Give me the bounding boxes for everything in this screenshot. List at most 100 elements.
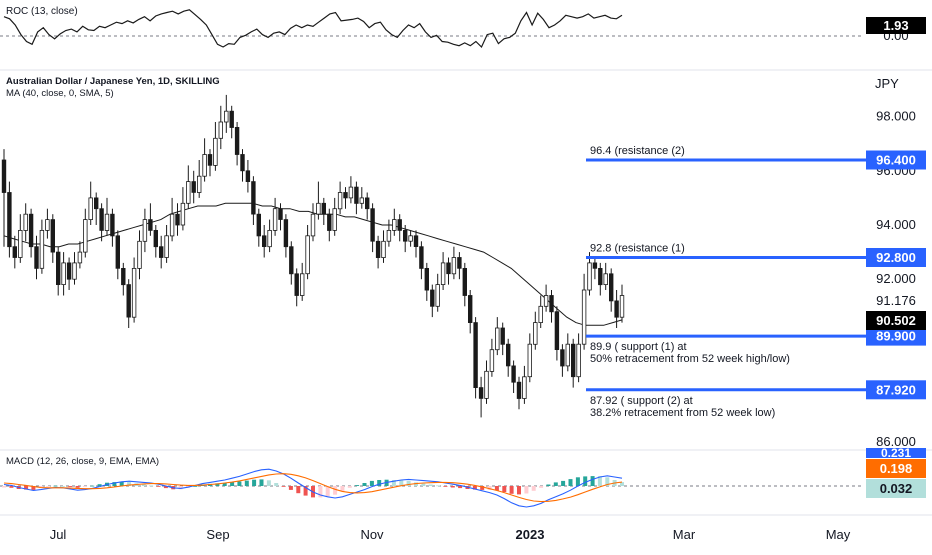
candle-body (224, 110, 229, 123)
candle (467, 290, 473, 334)
candle (619, 284, 625, 323)
candle (115, 230, 120, 280)
candle (256, 208, 261, 247)
candle-body (158, 246, 164, 258)
histogram-bar (414, 482, 418, 486)
candle (23, 203, 28, 242)
histogram-bar (178, 486, 183, 490)
x-tick-label: May (826, 527, 851, 542)
candle-body (495, 327, 500, 351)
candle-body (61, 262, 66, 285)
candle-body (554, 311, 560, 351)
candle-body (614, 300, 619, 318)
candle (207, 149, 213, 177)
macd-value-label: 0.231 (881, 446, 911, 460)
histogram-bar (458, 486, 463, 489)
histogram-bar (553, 482, 558, 486)
candle-body (256, 213, 261, 237)
candle-body (337, 192, 343, 210)
candle (229, 105, 234, 139)
histogram-value-badge (866, 479, 926, 498)
histogram-bar (9, 486, 14, 488)
candle-body (115, 235, 120, 269)
x-tick-label: Jul (50, 527, 67, 542)
candle (196, 160, 202, 198)
candle (549, 290, 554, 323)
candle-body (424, 267, 429, 291)
candle (34, 235, 39, 280)
level-text: 50% retracement from 52 week high/low) (590, 353, 790, 365)
signal-line (3, 473, 623, 503)
histogram-bar (274, 483, 279, 486)
candle (39, 219, 45, 274)
candle (191, 170, 196, 204)
candle (164, 225, 169, 263)
candle (581, 273, 587, 350)
histogram-bar (391, 480, 396, 486)
candle (310, 203, 316, 242)
candle-body (88, 197, 93, 220)
signal-value-label: 0.198 (880, 461, 913, 476)
histogram-bar (46, 486, 51, 487)
roc-line (3, 9, 623, 49)
candle (77, 241, 83, 269)
candle (609, 268, 614, 312)
candle-body (516, 381, 522, 399)
candle (142, 208, 148, 253)
candle-body (511, 365, 516, 383)
candle-body (489, 349, 495, 372)
candle-body (473, 322, 478, 389)
candle (533, 311, 538, 350)
candle (83, 208, 88, 258)
level-axis-badge (866, 326, 926, 346)
candle-body (435, 284, 440, 307)
last-price-label: 91.176 (876, 293, 916, 308)
candle-body (397, 219, 402, 231)
candle-body (321, 202, 326, 215)
histogram-bar (362, 483, 367, 486)
level-axis-badge (866, 380, 926, 400)
candle (505, 338, 511, 377)
candle (104, 197, 110, 236)
histogram-bar (369, 480, 374, 486)
histogram-bar (296, 486, 301, 494)
histogram-bar (318, 486, 323, 498)
candle-body (229, 110, 234, 128)
candle-body (467, 295, 473, 324)
candle-body (18, 229, 23, 258)
candle (332, 197, 337, 236)
candle (72, 252, 77, 285)
candle (66, 257, 72, 290)
candle-body (169, 213, 175, 237)
candle (500, 322, 505, 356)
candle-body (408, 235, 413, 242)
candle-body (83, 219, 88, 253)
candle (18, 214, 23, 263)
histogram-bar (575, 477, 580, 486)
y-tick-label: 94.000 (876, 217, 916, 232)
candle-body (370, 208, 375, 242)
histogram-bar (531, 486, 536, 491)
candle-body (354, 186, 359, 204)
candle (7, 181, 12, 258)
candle (457, 252, 462, 280)
x-tick-label: Mar (673, 527, 696, 542)
candle (587, 252, 592, 296)
macd-value-badge (866, 448, 926, 458)
candle-body (587, 262, 592, 291)
histogram-bar (2, 486, 6, 488)
histogram-bar (443, 486, 448, 487)
candle-body (500, 327, 505, 345)
candle-body (240, 154, 245, 172)
ma-indicator-title: MA (40, close, 0, SMA, 5) (6, 88, 114, 99)
candle (180, 187, 186, 231)
x-tick-label: 2023 (516, 527, 545, 542)
candle-body (598, 267, 603, 286)
candle-body (603, 273, 608, 285)
histogram-bar (509, 486, 514, 494)
histogram-bar (288, 486, 293, 490)
histogram-bar (149, 485, 154, 487)
level-axis-label: 96.400 (876, 153, 916, 168)
candle-body (327, 213, 332, 231)
candle (408, 230, 413, 247)
